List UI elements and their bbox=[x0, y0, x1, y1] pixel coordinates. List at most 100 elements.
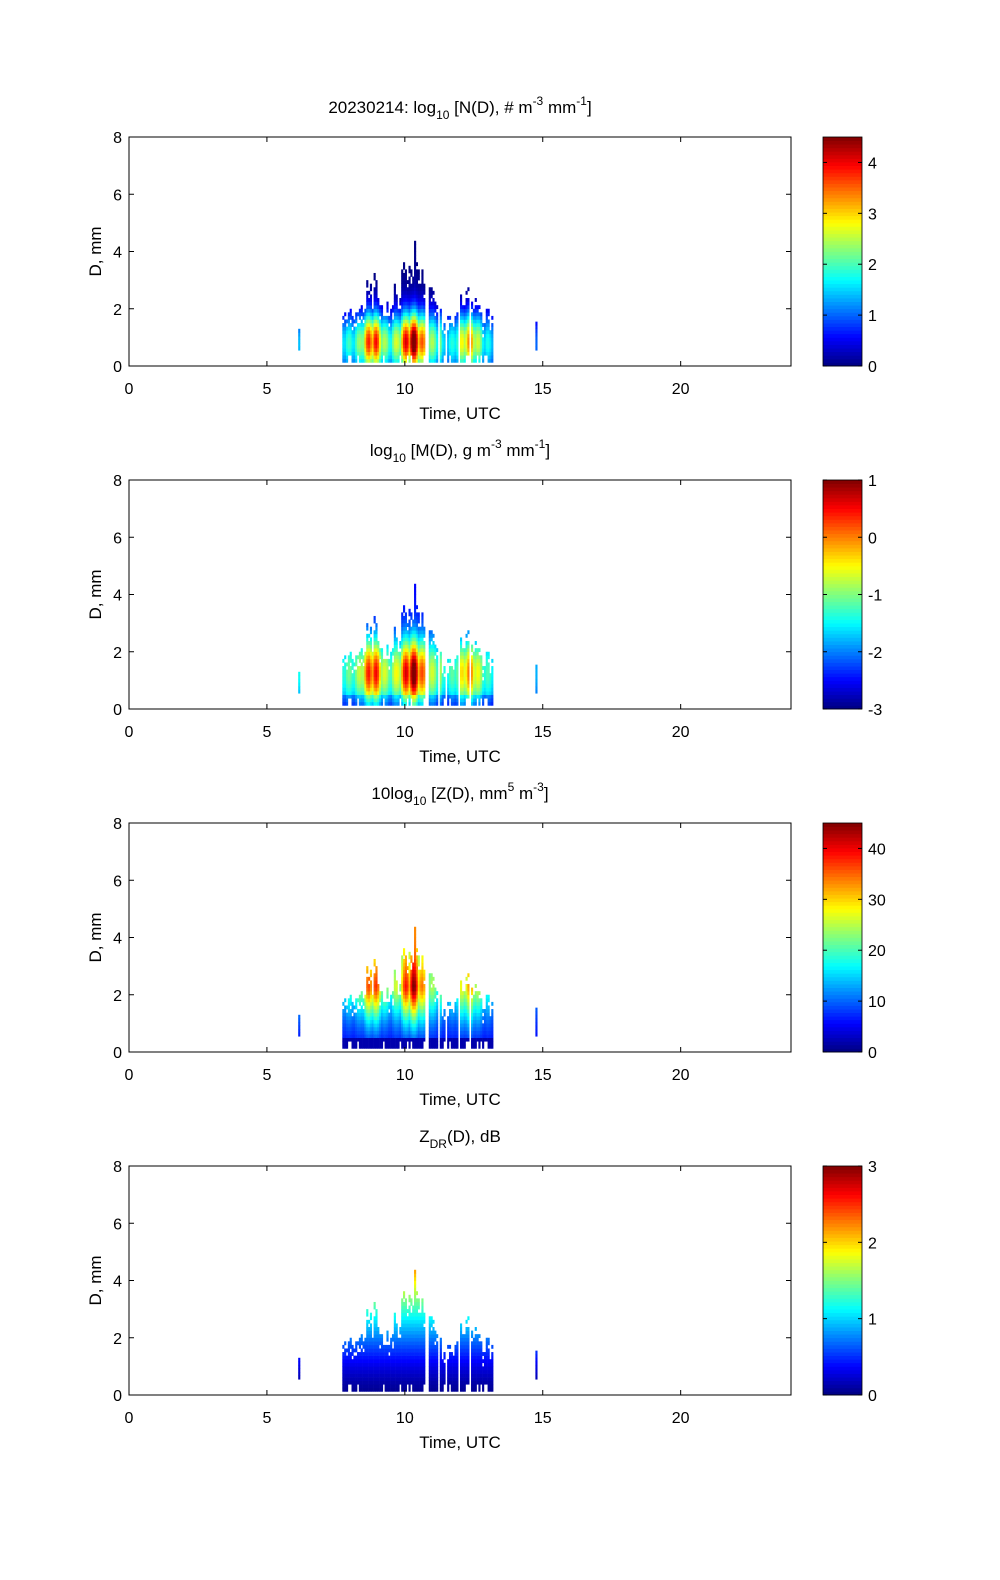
heatmap-cell bbox=[428, 290, 431, 295]
heatmap-cell bbox=[369, 680, 373, 685]
heatmap-cell bbox=[369, 973, 373, 978]
heatmap-cell bbox=[461, 683, 464, 688]
heatmap-cell bbox=[439, 1023, 442, 1028]
heatmap-cell bbox=[471, 337, 474, 342]
heatmap-cell bbox=[447, 348, 450, 352]
heatmap-cell bbox=[406, 680, 409, 685]
title-sup2: -3 bbox=[533, 780, 544, 794]
heatmap-cell bbox=[430, 1341, 433, 1346]
heatmap-cell bbox=[380, 701, 384, 706]
heatmap-cell bbox=[364, 669, 367, 674]
heatmap-cell bbox=[388, 687, 391, 692]
heatmap-cell bbox=[404, 280, 407, 285]
heatmap-cell bbox=[298, 1357, 301, 1362]
heatmap-cell bbox=[344, 1034, 347, 1038]
heatmap-cell bbox=[358, 1369, 361, 1374]
colorbar-segment bbox=[823, 219, 862, 224]
heatmap-cell bbox=[471, 355, 474, 360]
heatmap-cell bbox=[373, 958, 376, 963]
heatmap-cell bbox=[399, 641, 402, 645]
heatmap-cell bbox=[482, 351, 485, 356]
y-tick-label: 4 bbox=[113, 245, 122, 262]
heatmap-cell bbox=[408, 312, 411, 317]
heatmap-cell bbox=[463, 666, 466, 670]
heatmap-cell bbox=[474, 355, 477, 360]
heatmap-cell bbox=[535, 1029, 538, 1033]
heatmap-cell bbox=[355, 680, 358, 685]
heatmap-cell bbox=[345, 1023, 349, 1028]
heatmap-cell bbox=[345, 1369, 349, 1374]
heatmap-cell bbox=[414, 1373, 417, 1378]
heatmap-cell bbox=[430, 701, 433, 706]
heatmap-cell bbox=[430, 637, 433, 642]
heatmap-cell bbox=[366, 691, 369, 695]
colorbar-segment bbox=[823, 1030, 862, 1035]
heatmap-cell bbox=[460, 1005, 463, 1010]
heatmap-cell bbox=[368, 1337, 371, 1342]
title-end: ] bbox=[545, 441, 550, 460]
heatmap-cell bbox=[472, 1012, 476, 1017]
heatmap-cell bbox=[388, 694, 391, 699]
heatmap-cell bbox=[419, 1034, 422, 1038]
heatmap-cell bbox=[439, 1001, 442, 1006]
heatmap-cell bbox=[353, 1373, 356, 1378]
heatmap-cell bbox=[382, 323, 385, 327]
heatmap-cell bbox=[408, 1041, 411, 1046]
heatmap-cell bbox=[485, 1034, 488, 1038]
heatmap-cell bbox=[417, 1030, 420, 1035]
heatmap-cell bbox=[393, 319, 396, 324]
heatmap-cell bbox=[399, 1019, 402, 1024]
heatmap-cell bbox=[414, 951, 417, 956]
heatmap-cell bbox=[362, 701, 365, 706]
heatmap-cell bbox=[408, 962, 411, 967]
heatmap-cell bbox=[373, 1009, 376, 1013]
heatmap-cell bbox=[351, 348, 354, 352]
heatmap-cell bbox=[476, 669, 479, 674]
heatmap-cell bbox=[384, 1387, 387, 1392]
heatmap-cell bbox=[487, 340, 490, 345]
heatmap-cell bbox=[476, 1016, 479, 1021]
heatmap-cell bbox=[391, 1334, 395, 1339]
heatmap-cell bbox=[430, 991, 433, 996]
heatmap-cell bbox=[471, 680, 474, 685]
heatmap-cell bbox=[423, 687, 426, 692]
heatmap-cell bbox=[401, 1348, 404, 1353]
heatmap-cell bbox=[463, 1012, 466, 1017]
heatmap-cell bbox=[428, 1377, 431, 1381]
heatmap-cell bbox=[491, 673, 494, 678]
heatmap-cell bbox=[428, 348, 431, 352]
heatmap-cell bbox=[362, 687, 365, 692]
heatmap-cell bbox=[406, 333, 409, 338]
heatmap-cell bbox=[461, 333, 464, 338]
heatmap-cell bbox=[476, 319, 479, 324]
heatmap-cell bbox=[489, 701, 492, 706]
heatmap-cell bbox=[408, 1330, 411, 1335]
heatmap-cell bbox=[362, 1352, 365, 1356]
heatmap-cell bbox=[379, 1369, 382, 1374]
heatmap-cell bbox=[465, 666, 468, 670]
heatmap-cell bbox=[402, 276, 406, 281]
heatmap-cell bbox=[434, 344, 437, 349]
heatmap-cell bbox=[349, 344, 352, 349]
heatmap-cell bbox=[417, 312, 420, 317]
heatmap-cell bbox=[415, 955, 419, 960]
heatmap-cell bbox=[373, 1323, 376, 1328]
heatmap-cell bbox=[406, 1019, 409, 1024]
heatmap-cell bbox=[366, 1327, 369, 1331]
heatmap-cell bbox=[419, 694, 422, 699]
heatmap-cell bbox=[476, 348, 479, 352]
heatmap-cell bbox=[439, 355, 442, 360]
heatmap-cell bbox=[535, 321, 538, 326]
heatmap-cell bbox=[349, 694, 352, 699]
colorbar-segment bbox=[823, 587, 862, 592]
heatmap-cell bbox=[393, 1337, 396, 1342]
heatmap-cell bbox=[417, 1330, 420, 1335]
heatmap-cell bbox=[482, 691, 485, 695]
heatmap-cell bbox=[347, 1001, 350, 1006]
heatmap-cell bbox=[439, 655, 442, 660]
heatmap-cell bbox=[421, 619, 424, 624]
heatmap-cell bbox=[414, 1009, 417, 1013]
heatmap-cell bbox=[415, 1337, 419, 1342]
heatmap-cell bbox=[419, 1337, 422, 1342]
